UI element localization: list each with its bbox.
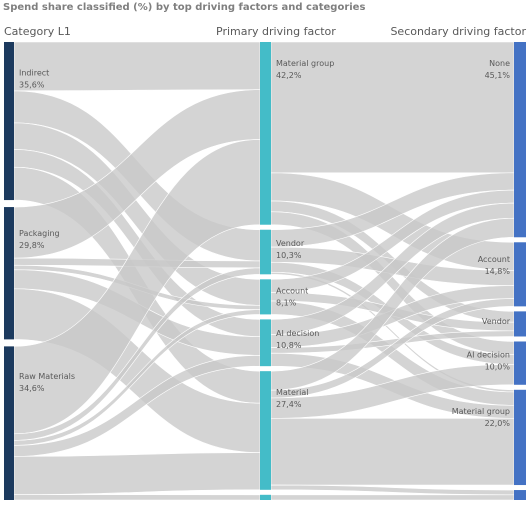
node-label-s_matgroup: Material group [452,407,510,416]
node-p_other [260,494,271,500]
node-p_matgroup [260,42,271,225]
node-label-p_account: Account [276,287,308,296]
node-value-raw: 34,6% [19,384,45,393]
column-header-secondary: Secondary driving factor [390,25,526,38]
node-label-s_vendor: Vendor [482,317,511,326]
node-s_matgroup [514,389,526,486]
node-label-packaging: Packaging [19,229,60,238]
node-s_account [514,242,526,307]
node-value-s_account: 14,8% [485,267,511,276]
chart-title: Spend share classified (%) by top drivin… [3,2,366,13]
node-raw [4,346,14,500]
link-indirect-to-p_matgroup [13,41,261,92]
node-p_ai [260,319,271,367]
nodes-layer [4,42,526,500]
node-label-indirect: Indirect [19,68,49,77]
node-label-p_material: Material [276,388,309,397]
node-value-packaging: 29,8% [19,241,45,250]
link-p_material-to-s_matgroup [270,418,515,486]
node-value-s_none: 45,1% [485,71,511,80]
node-p_material [260,371,271,490]
column-header-category: Category L1 [4,25,71,38]
node-s_other [514,490,526,500]
node-value-p_account: 8,1% [276,299,297,308]
node-label-s_account: Account [478,255,510,264]
node-s_vendor [514,311,526,337]
node-indirect [4,42,14,201]
links-layer [13,41,515,501]
link-p_other-to-s_other [270,494,515,501]
node-value-p_material: 27,4% [276,400,302,409]
link-raw-to-p_other [13,494,261,501]
node-value-s_ai: 10,0% [485,362,511,371]
link-p_material-to-s_ai [270,364,515,419]
node-p_vendor [260,229,271,275]
link-p_material-to-s_other [270,484,515,496]
labels-layer: Indirect 35,6% Packaging 29,8% Raw Materials… [19,59,511,428]
column-header-primary: Primary driving factor [216,25,336,38]
node-label-p_matgroup: Material group [276,59,334,68]
node-packaging [4,207,14,340]
node-p_account [260,279,271,315]
node-value-p_vendor: 10,3% [276,251,302,260]
node-label-s_none: None [489,59,510,68]
node-value-indirect: 35,6% [19,80,45,89]
node-value-p_matgroup: 42,2% [276,71,302,80]
node-label-raw: Raw Materials [19,372,75,381]
node-value-p_ai: 10,8% [276,341,302,350]
node-value-s_matgroup: 22,0% [485,419,511,428]
node-s_none [514,42,526,238]
node-label-s_ai: AI decision [467,350,510,359]
link-raw-to-p_material [13,452,261,495]
node-label-p_vendor: Vendor [276,239,305,248]
node-label-p_ai: AI decision [276,329,319,338]
node-s_ai [514,341,526,385]
